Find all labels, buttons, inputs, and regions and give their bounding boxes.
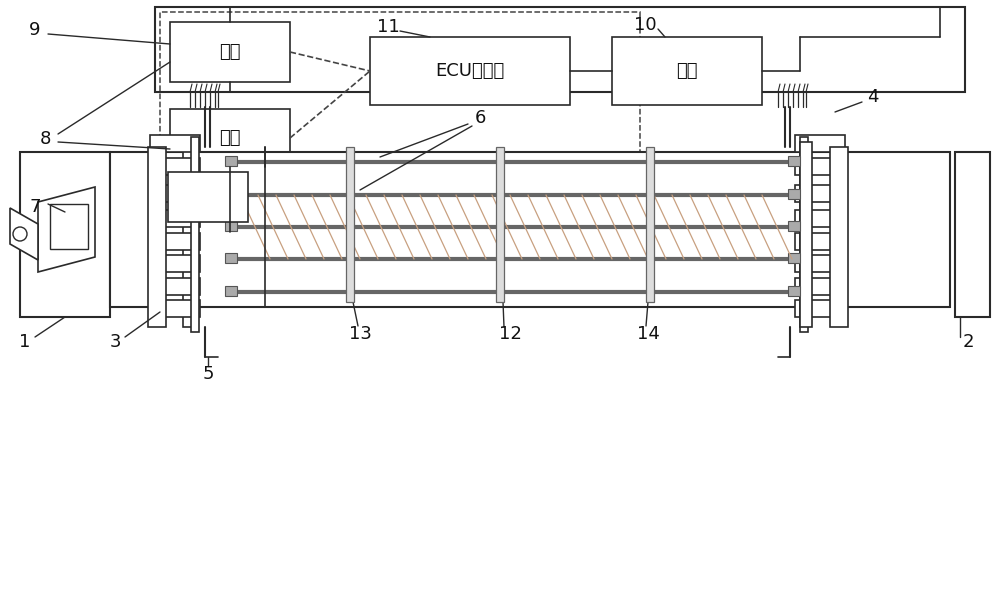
Text: 11: 11 — [377, 18, 399, 36]
Bar — [788, 221, 800, 231]
Bar — [183, 142, 195, 327]
Text: 3: 3 — [109, 333, 121, 351]
Bar — [795, 255, 845, 272]
Bar — [150, 158, 200, 175]
Text: 6: 6 — [474, 109, 486, 127]
Bar — [795, 210, 845, 227]
Bar — [20, 152, 110, 317]
Text: 8: 8 — [39, 130, 51, 148]
Bar — [788, 253, 800, 263]
Bar — [800, 142, 812, 327]
Text: 7: 7 — [29, 198, 41, 216]
Bar — [160, 12, 640, 177]
Polygon shape — [10, 208, 38, 260]
Bar — [788, 189, 800, 199]
Bar — [795, 135, 845, 152]
Bar — [168, 172, 248, 222]
Bar — [795, 158, 845, 175]
Bar — [370, 37, 570, 105]
Bar — [788, 156, 800, 166]
Bar — [150, 255, 200, 272]
Text: 1: 1 — [19, 333, 31, 351]
Bar — [148, 147, 166, 327]
Bar — [170, 109, 290, 167]
Bar — [795, 233, 845, 250]
Bar — [788, 286, 800, 296]
Text: 10: 10 — [634, 16, 656, 34]
Bar — [612, 37, 762, 105]
Bar — [170, 22, 290, 82]
Bar — [496, 147, 504, 302]
Bar — [150, 278, 200, 295]
Bar — [110, 152, 950, 307]
Bar — [795, 278, 845, 295]
Bar — [795, 300, 845, 317]
Text: 4: 4 — [867, 88, 879, 106]
Bar — [150, 233, 200, 250]
Bar — [800, 137, 808, 332]
Bar — [150, 210, 200, 227]
Bar — [830, 147, 848, 327]
Bar — [225, 189, 237, 199]
Bar — [150, 185, 200, 202]
Bar — [50, 204, 88, 249]
Text: 12: 12 — [499, 325, 521, 343]
Bar — [346, 147, 354, 302]
Bar — [225, 156, 237, 166]
Bar — [225, 221, 237, 231]
Bar — [225, 253, 237, 263]
Bar — [191, 137, 199, 332]
Text: 9: 9 — [29, 21, 41, 39]
Text: 油泵: 油泵 — [219, 129, 241, 147]
Text: 14: 14 — [637, 325, 659, 343]
Bar — [955, 152, 990, 317]
Bar — [225, 286, 237, 296]
Bar — [150, 300, 200, 317]
Bar — [150, 135, 200, 152]
Text: 电源: 电源 — [676, 62, 698, 80]
Text: 5: 5 — [202, 365, 214, 383]
Text: 13: 13 — [349, 325, 371, 343]
Text: ECU控制器: ECU控制器 — [435, 62, 505, 80]
Circle shape — [13, 227, 27, 241]
Text: 气泵: 气泵 — [219, 43, 241, 61]
Bar — [646, 147, 654, 302]
Polygon shape — [38, 187, 95, 272]
Bar — [795, 185, 845, 202]
Bar — [155, 7, 965, 92]
Text: 2: 2 — [962, 333, 974, 351]
